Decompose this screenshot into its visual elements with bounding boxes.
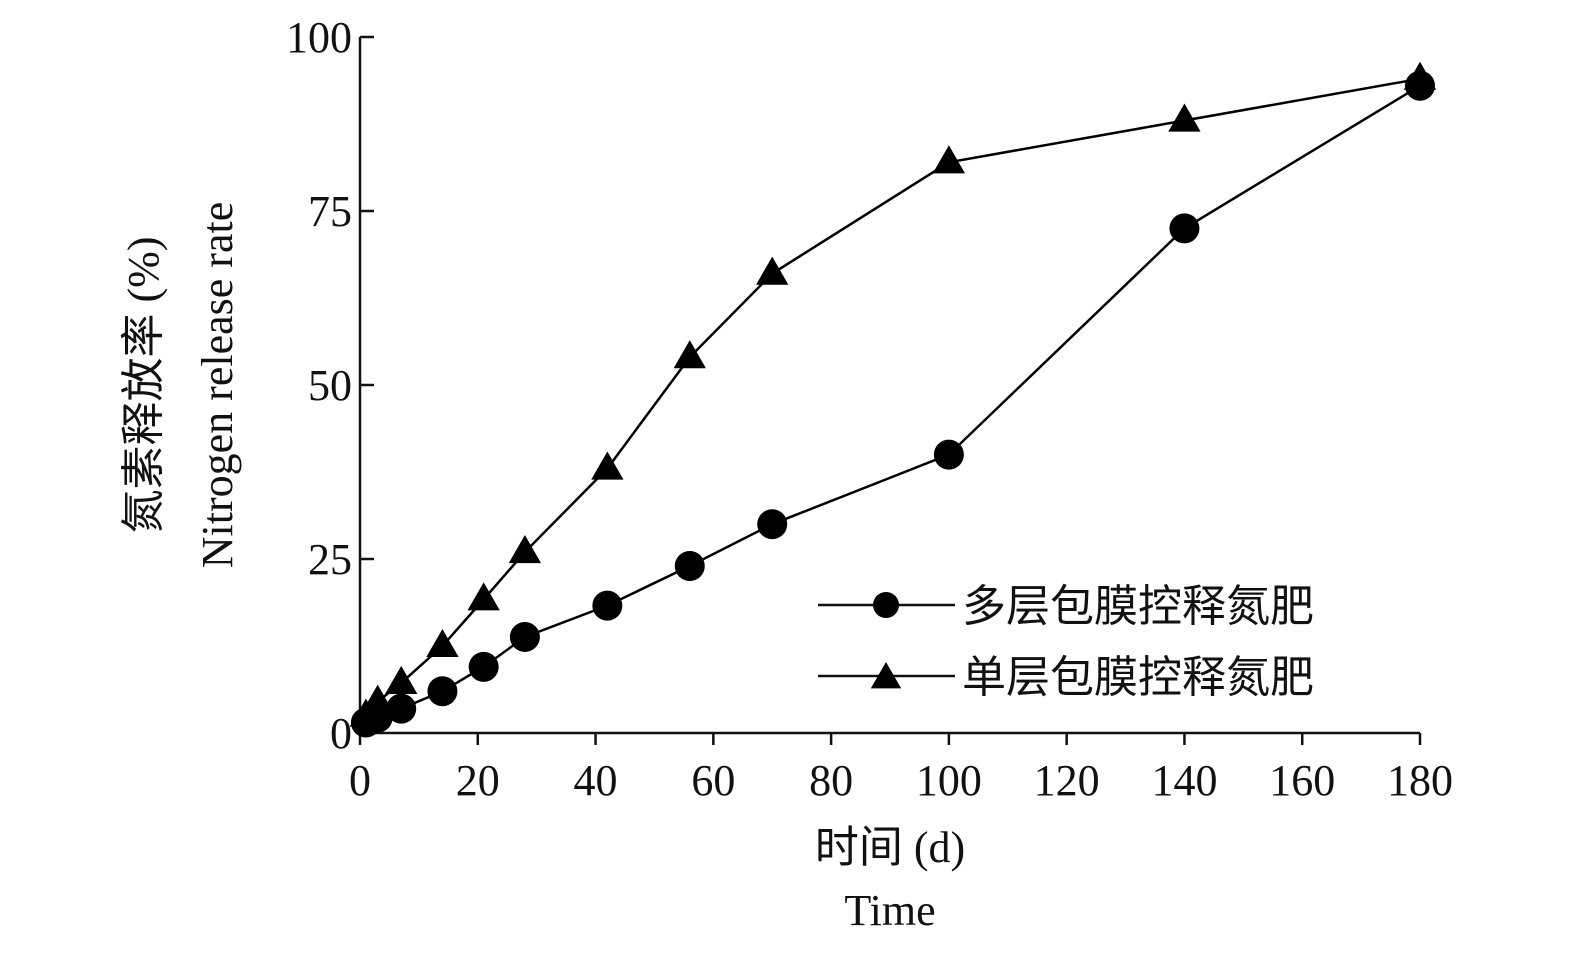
y-tick-label: 50 <box>308 361 352 410</box>
series-multilayer <box>350 70 1435 738</box>
x-ticks: 0 20 40 60 80 100 120 140 160 180 <box>349 733 1453 805</box>
x-tick-label: 80 <box>809 756 853 805</box>
y-tick-label: 100 <box>286 13 352 62</box>
x-tick-label: 20 <box>456 756 500 805</box>
x-tick-label: 60 <box>691 756 735 805</box>
x-tick-label: 120 <box>1034 756 1100 805</box>
y-axis-title-en: Nitrogen release rate <box>193 202 242 568</box>
legend-label-multilayer: 多层包膜控释氮肥 <box>962 582 1314 631</box>
x-tick-label: 0 <box>349 756 371 805</box>
y-ticks: 0 25 50 75 100 <box>286 13 374 758</box>
x-tick-label: 140 <box>1151 756 1217 805</box>
data-point-triangle <box>508 535 542 564</box>
legend-marker-triangle <box>870 662 902 689</box>
data-point-triangle <box>361 684 394 713</box>
legend-marker-circle <box>873 592 899 618</box>
data-point-triangle <box>591 451 624 480</box>
legend: 多层包膜控释氮肥 单层包膜控释氮肥 <box>818 582 1314 702</box>
y-tick-label: 0 <box>330 709 352 758</box>
legend-item-multilayer: 多层包膜控释氮肥 <box>818 582 1314 631</box>
data-point-circle <box>468 651 499 682</box>
x-axis-title-cn: 时间 (d) <box>815 823 965 872</box>
data-point-triangle <box>756 256 789 285</box>
data-point-circle <box>933 439 964 470</box>
data-point-circle <box>427 676 458 707</box>
data-point-circle <box>592 590 623 621</box>
data-point-circle <box>757 509 788 540</box>
y-axis-title-cn: 氮素释放率 (%) <box>119 237 168 534</box>
data-point-circle <box>674 550 705 581</box>
x-tick-label: 100 <box>916 756 982 805</box>
data-point-triangle <box>673 340 706 369</box>
legend-item-singlelayer: 单层包膜控释氮肥 <box>818 653 1314 702</box>
data-point-triangle <box>385 665 418 694</box>
x-tick-label: 40 <box>574 756 618 805</box>
y-tick-label: 25 <box>308 535 352 584</box>
series-layer <box>349 61 1437 738</box>
y-tick-label: 75 <box>308 187 352 236</box>
data-point-circle <box>386 693 417 724</box>
x-tick-label: 160 <box>1269 756 1335 805</box>
data-point-triangle <box>467 582 500 611</box>
x-axis-title-en: Time <box>844 886 935 935</box>
data-point-circle <box>509 621 540 652</box>
series-singlelayer <box>349 61 1437 727</box>
data-point-triangle <box>932 145 966 174</box>
data-point-triangle <box>426 629 459 658</box>
legend-label-singlelayer: 单层包膜控释氮肥 <box>962 653 1314 702</box>
data-point-circle <box>1169 213 1200 244</box>
data-point-triangle <box>1403 61 1437 90</box>
data-point-triangle <box>1168 103 1201 132</box>
x-tick-label: 180 <box>1387 756 1453 805</box>
